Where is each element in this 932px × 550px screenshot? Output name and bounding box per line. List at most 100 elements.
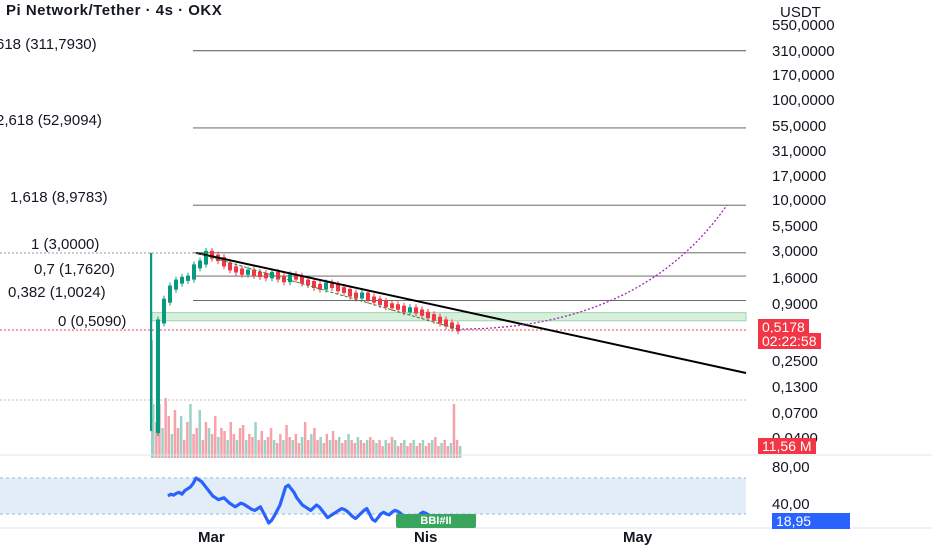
candle-body xyxy=(306,279,310,286)
last-price-badge[interactable]: 0,5178 xyxy=(758,319,809,335)
volume-bar xyxy=(167,416,170,458)
volume-bar xyxy=(279,434,282,458)
volume-bars-layer xyxy=(151,340,462,458)
volume-bar xyxy=(310,434,313,458)
volume-bar xyxy=(186,422,189,458)
volume-bar xyxy=(288,437,291,458)
candle-body xyxy=(414,307,418,314)
volume-bar xyxy=(344,440,347,458)
volume-bar xyxy=(207,428,211,458)
volume-bar xyxy=(362,443,366,458)
candle-body xyxy=(180,276,184,284)
candle-body xyxy=(396,304,400,310)
candle-body xyxy=(444,319,448,327)
price-tick: 0,9000 xyxy=(772,296,818,313)
volume-bar xyxy=(365,440,369,458)
volume-bar xyxy=(375,443,378,458)
volume-bar xyxy=(164,398,167,458)
rsi-pane xyxy=(0,454,932,529)
inner-dotted-trend xyxy=(195,252,459,330)
volume-bar xyxy=(223,431,226,458)
volume-bar xyxy=(424,446,428,458)
price-tick: 10,0000 xyxy=(772,192,827,209)
volume-bar xyxy=(254,422,257,458)
volume-bar xyxy=(446,446,449,458)
volume-bar xyxy=(260,431,263,458)
fib-label-1618[interactable]: 1,618 (8,9783) xyxy=(10,189,108,206)
volume-badge[interactable]: 11,56 M xyxy=(758,438,816,454)
fib-label-0[interactable]: 0 (0,5090) xyxy=(58,313,127,330)
volume-bar xyxy=(338,437,341,458)
volume-bar xyxy=(353,443,356,458)
price-tick: 1,6000 xyxy=(772,270,818,287)
fib-label-2618[interactable]: 2,618 (52,9094) xyxy=(0,112,102,129)
volume-bar xyxy=(297,443,301,458)
volume-bar xyxy=(300,437,304,458)
volume-bar xyxy=(378,440,381,458)
volume-bar xyxy=(195,428,198,458)
candle-body xyxy=(168,285,172,303)
price-tick: 5,5000 xyxy=(772,218,818,235)
fib-label-4618[interactable]: 618 (311,7930) xyxy=(0,36,97,53)
volume-bar xyxy=(412,440,415,458)
volume-bar xyxy=(217,437,220,458)
price-tick: 3,0000 xyxy=(772,243,818,260)
candle-body xyxy=(360,292,364,299)
volume-bar xyxy=(396,446,400,458)
volume-bar xyxy=(170,434,174,458)
fib-label-0382[interactable]: 0,382 (1,0024) xyxy=(8,284,106,301)
x-tick-mar: Mar xyxy=(198,529,225,546)
volume-bar xyxy=(328,440,332,458)
volume-bar xyxy=(285,425,288,458)
candle-body xyxy=(186,275,190,281)
volume-bar xyxy=(387,443,391,458)
volume-bar xyxy=(434,437,437,458)
currency-label: USDT xyxy=(780,4,821,21)
fib-label-07[interactable]: 0,7 (1,7620) xyxy=(34,261,115,278)
rsi-tick-40: 40,00 xyxy=(772,496,810,513)
candle-body xyxy=(324,282,328,290)
candle-body xyxy=(342,287,346,293)
rsi-value-badge[interactable]: 18,95 xyxy=(772,513,850,529)
volume-bar xyxy=(291,440,294,458)
candle-body xyxy=(210,250,214,259)
rsi-band xyxy=(0,478,746,514)
volume-bar xyxy=(350,440,353,458)
volume-bar xyxy=(406,446,409,458)
volume-bar xyxy=(161,428,164,458)
candle-body xyxy=(432,314,436,321)
volume-bar xyxy=(449,443,453,458)
candle-body xyxy=(420,309,424,316)
signal-badge[interactable]: BBI#II xyxy=(396,514,476,528)
candle-body xyxy=(234,266,238,273)
volume-bar xyxy=(316,440,319,458)
descending-trendline xyxy=(195,251,747,374)
volume-bar xyxy=(214,416,217,458)
volume-bar xyxy=(331,431,335,458)
volume-bar xyxy=(238,428,242,458)
volume-bar xyxy=(282,440,285,458)
chart-title: Pi Network/Tether · 4s · OKX xyxy=(6,2,223,19)
candle-body xyxy=(246,269,250,275)
candle-body xyxy=(318,284,322,290)
volume-bar xyxy=(400,443,403,458)
candle-body xyxy=(336,284,340,292)
volume-bar xyxy=(152,404,155,458)
fib-label-1[interactable]: 1 (3,0000) xyxy=(31,236,100,253)
volume-bar xyxy=(241,425,245,458)
volume-bar xyxy=(294,434,298,458)
projection-curve xyxy=(457,204,728,330)
volume-bar xyxy=(257,440,260,458)
volume-bar xyxy=(359,440,363,458)
volume-bar xyxy=(341,443,344,458)
volume-bar xyxy=(421,440,425,458)
volume-bar xyxy=(176,428,180,458)
volume-bar xyxy=(427,443,431,458)
volume-bar xyxy=(251,437,254,458)
candle-body xyxy=(300,275,304,284)
candle-body xyxy=(198,260,202,269)
volume-bar xyxy=(322,443,325,458)
volume-bar xyxy=(418,443,422,458)
volume-bar xyxy=(431,440,434,458)
